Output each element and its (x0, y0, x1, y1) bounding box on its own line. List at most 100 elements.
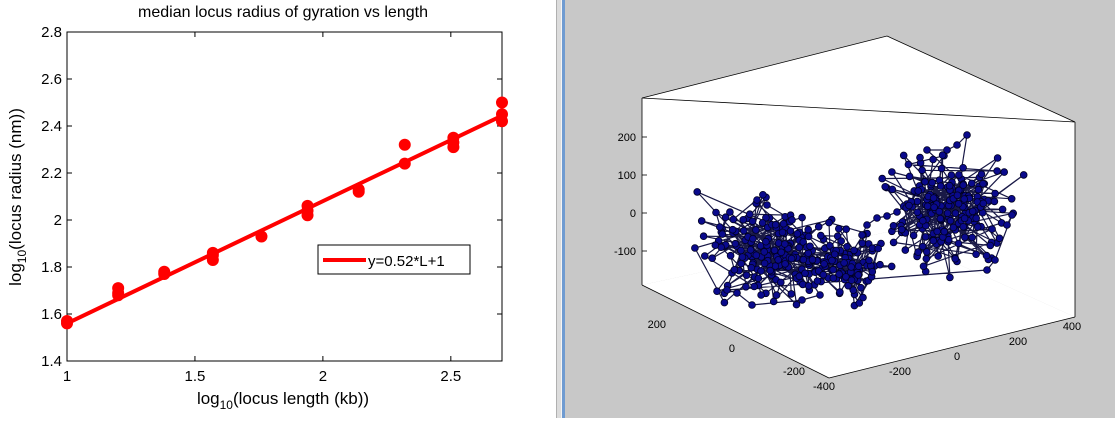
walk-bead (754, 274, 763, 283)
right-3d-panel: 200 100 0 -100 200 0 -200 -400 -200 0 200 400 (562, 0, 1115, 418)
walk-bead (804, 225, 813, 234)
walk-bead (904, 160, 913, 169)
walk-bead (972, 214, 981, 223)
y-tick-label-3d: 0 (954, 351, 960, 363)
walk-bead (742, 271, 751, 280)
walk-bead (863, 221, 871, 229)
legend-box (317, 244, 471, 275)
walk-bead (847, 276, 856, 285)
walk-bead (955, 171, 963, 179)
walk-bead (844, 281, 853, 290)
walk-bead (936, 182, 945, 190)
walk-bead (779, 219, 788, 228)
legend-fit-label: y=0.52*L+1 (368, 253, 445, 270)
walk-bead (973, 223, 982, 231)
walk-bead (946, 216, 955, 225)
walk-bead (878, 174, 887, 183)
walk-bead (974, 185, 983, 194)
walk-bead (738, 253, 747, 261)
walk-bead (951, 254, 960, 263)
walk-bead (766, 266, 775, 275)
x-tick-label: 1.5 (185, 368, 206, 385)
walk-bead (1003, 221, 1011, 229)
z-tick-label: 100 (618, 170, 636, 182)
walk-bead (742, 282, 750, 291)
walk-bead (960, 195, 969, 203)
y-tick-label: 2 (54, 212, 62, 229)
walk-bead (746, 246, 755, 254)
walk-bead (953, 191, 962, 200)
walk-bead (991, 189, 999, 198)
walk-bead (816, 231, 825, 240)
walk-bead (759, 191, 767, 199)
walk-bead (808, 255, 817, 264)
polymer-walk (691, 131, 1028, 310)
walk-bead (918, 166, 926, 175)
walk-bead (993, 167, 1001, 175)
walk-bead (914, 248, 922, 256)
walk-bead (858, 231, 866, 239)
walk-bead (769, 297, 778, 306)
walk-bead (922, 254, 931, 263)
walk-bead (951, 209, 960, 218)
walk-bead (849, 286, 858, 294)
walk-bead (988, 225, 996, 233)
walk-bead (799, 238, 808, 246)
walk-bead (972, 250, 980, 259)
walk-bead (792, 300, 801, 309)
walk-bead (731, 239, 740, 248)
walk-bead (750, 282, 759, 291)
walk-bead (930, 203, 938, 212)
walk-bead (993, 154, 1002, 162)
x-tick-label-3d: 0 (729, 343, 735, 355)
walk-bead (909, 231, 918, 240)
walk-bead (699, 232, 708, 241)
walk-bead (762, 237, 770, 246)
walk-bead (889, 222, 898, 230)
walk-bead (929, 155, 937, 164)
walk-bead (829, 265, 837, 274)
data-point (398, 138, 411, 151)
axis-ticks-3d: 200 100 0 -100 200 0 -200 -400 -200 0 200 400 (614, 132, 1081, 393)
walk-bead (774, 256, 783, 264)
walk-bead (889, 238, 898, 247)
walk-bead (959, 164, 967, 172)
walk-bead (968, 233, 977, 242)
walk-bead (693, 188, 702, 196)
box-top-outline (641, 35, 1076, 123)
walk-bead (979, 199, 988, 208)
z-tick-label: -100 (614, 246, 636, 258)
walk-bead (740, 227, 748, 235)
walk-bead (865, 256, 873, 265)
walk-bead (856, 283, 865, 292)
walk-bead (923, 202, 932, 211)
walk-bead (787, 254, 796, 263)
walk-bead (834, 224, 843, 233)
x-tick-label: 2.5 (440, 368, 461, 385)
walk-bead (777, 248, 786, 257)
walk-bead (901, 246, 910, 254)
fit-line (66, 113, 503, 326)
walk-bead (858, 239, 867, 248)
walk-bead (854, 271, 863, 279)
walk-bead (938, 151, 947, 159)
walk-bead (793, 230, 802, 238)
walk-bead (777, 278, 785, 287)
walk-bead (816, 291, 824, 299)
walk-bead (960, 214, 969, 223)
locus-3d-plot: 200 100 0 -100 200 0 -200 -400 -200 0 200 400 (614, 35, 1081, 393)
walk-bead (723, 286, 731, 294)
walk-bead (850, 246, 858, 255)
walk-bead (801, 269, 809, 278)
walk-bead (820, 260, 828, 268)
walk-bead (887, 262, 896, 271)
walk-bead (781, 260, 789, 268)
walk-bead (835, 270, 843, 278)
walk-bead (787, 290, 796, 298)
walk-bead (798, 296, 806, 304)
walk-bead (737, 246, 745, 255)
plot-area (66, 31, 503, 362)
walk-bead (804, 282, 813, 290)
walk-bead (905, 172, 914, 181)
walk-bead (977, 170, 986, 179)
